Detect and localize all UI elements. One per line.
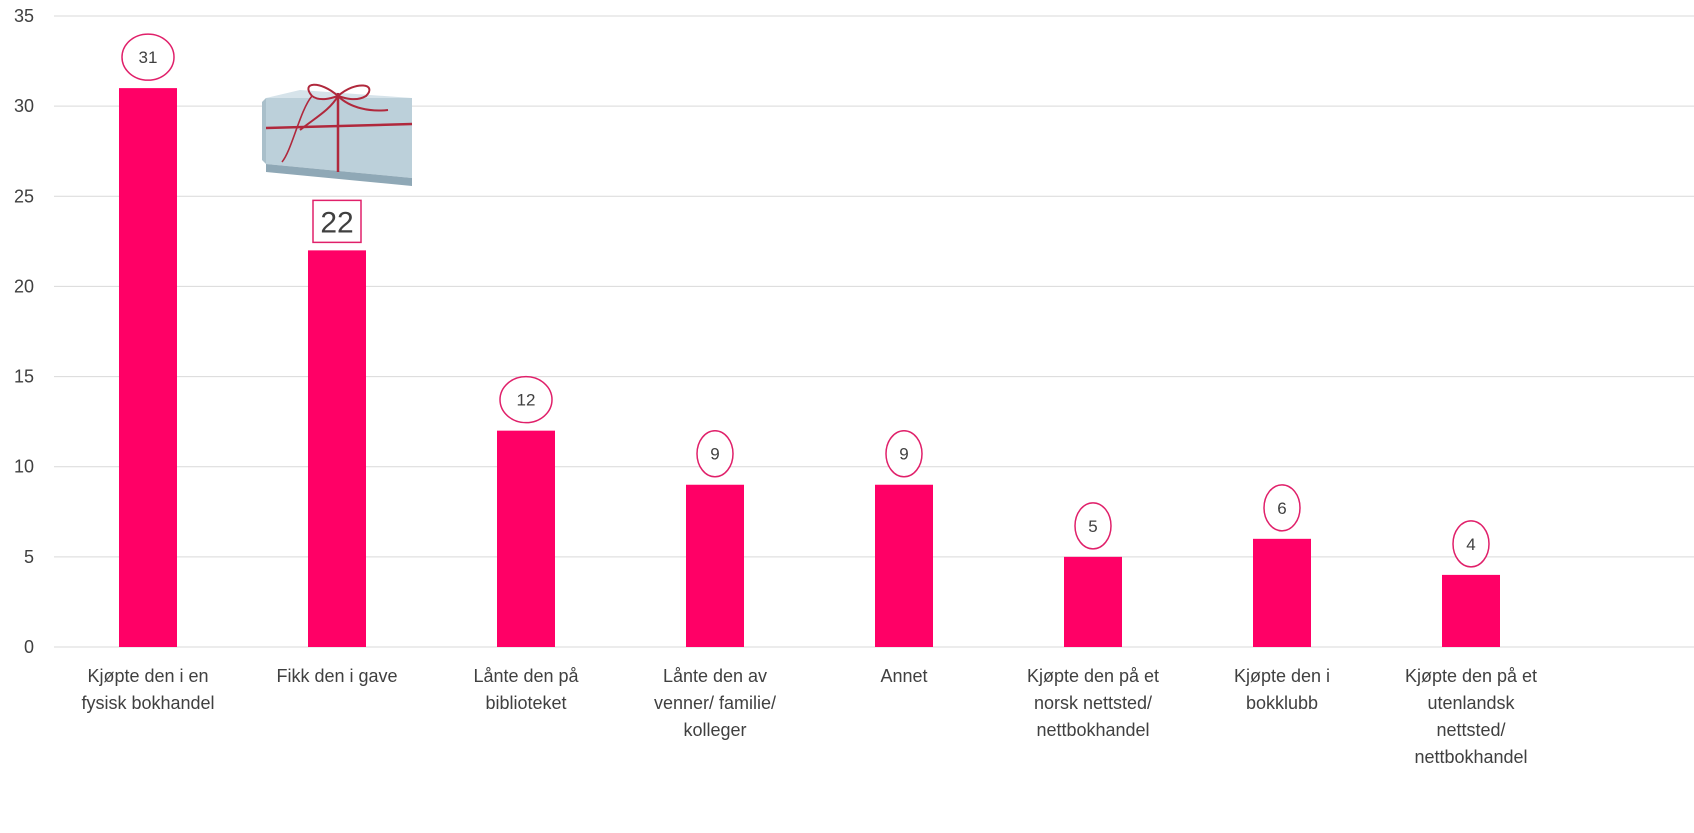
bar bbox=[1442, 574, 1500, 647]
y-tick-label: 10 bbox=[14, 457, 34, 477]
data-label-box bbox=[312, 199, 362, 244]
category-label: Lånte den av venner/ familie/kolleger bbox=[654, 666, 776, 740]
category-label-line: Kjøpte den i en bbox=[87, 666, 208, 686]
category-label-line: Annet bbox=[880, 666, 927, 686]
bar bbox=[686, 484, 744, 647]
y-tick-label: 35 bbox=[14, 6, 34, 26]
bars bbox=[119, 88, 1500, 648]
data-label: 4 bbox=[1466, 535, 1475, 554]
bar bbox=[497, 430, 555, 647]
bar bbox=[875, 484, 933, 647]
data-label: 22 bbox=[320, 206, 353, 239]
data-label-circle bbox=[121, 33, 175, 81]
y-tick-label: 30 bbox=[14, 96, 34, 116]
data-label-circle bbox=[885, 429, 923, 478]
y-tick-label: 20 bbox=[14, 276, 34, 296]
category-label-line: bokklubb bbox=[1246, 693, 1318, 713]
category-label: Lånte den på biblioteket bbox=[473, 666, 579, 713]
bar bbox=[1064, 556, 1122, 647]
category-label-line: nettbokhandel bbox=[1414, 747, 1527, 767]
gift-box-icon bbox=[262, 83, 413, 186]
data-label-circle bbox=[1263, 484, 1301, 532]
category-label-line: utenlandsk bbox=[1427, 693, 1515, 713]
category-label-line: Lånte den på bbox=[473, 666, 579, 686]
category-label-line: venner/ familie/ bbox=[654, 693, 776, 713]
category-label: Annet bbox=[880, 666, 927, 686]
data-label: 31 bbox=[139, 48, 158, 67]
y-tick-label: 25 bbox=[14, 186, 34, 206]
category-label-line: nettbokhandel bbox=[1036, 720, 1149, 740]
bar bbox=[308, 250, 366, 647]
data-label: 5 bbox=[1088, 517, 1097, 536]
data-label: 12 bbox=[517, 391, 536, 410]
category-label-line: Lånte den av bbox=[663, 666, 767, 686]
category-label-line: fysisk bokhandel bbox=[81, 693, 214, 713]
data-label-circle bbox=[1074, 502, 1112, 550]
category-label-line: Fikk den i gave bbox=[276, 666, 397, 686]
category-label: Fikk den i gave bbox=[276, 666, 397, 686]
category-label-line: Kjøpte den på et bbox=[1027, 666, 1159, 686]
category-label-line: kolleger bbox=[683, 720, 746, 740]
data-label-circle bbox=[1452, 520, 1490, 568]
category-label: Kjøpte den på et norsk nettsted/nettbokha… bbox=[1027, 666, 1159, 740]
category-label-line: Kjøpte den på et bbox=[1405, 666, 1537, 686]
data-label: 9 bbox=[899, 445, 908, 464]
data-labels: 31 22 12 9 9 5 6 4 bbox=[121, 33, 1490, 568]
x-axis-labels: Kjøpte den i en fysisk bokhandel Fikk den … bbox=[81, 666, 1537, 767]
y-tick-label: 0 bbox=[24, 637, 34, 657]
data-label: 9 bbox=[710, 445, 719, 464]
category-label-line: Kjøpte den i bbox=[1234, 666, 1330, 686]
y-tick-label: 5 bbox=[24, 547, 34, 567]
data-label: 6 bbox=[1277, 499, 1286, 518]
category-label-line: nettsted/ bbox=[1436, 720, 1505, 740]
category-label: Kjøpte den i en fysisk bokhandel bbox=[81, 666, 214, 713]
data-label-circle bbox=[696, 429, 734, 478]
category-label: Kjøpte den i bokklubb bbox=[1234, 666, 1330, 713]
bar bbox=[119, 88, 177, 648]
y-axis-ticks: 0 5 10 15 20 25 30 35 bbox=[14, 6, 34, 657]
category-label-line: norsk nettsted/ bbox=[1034, 693, 1152, 713]
category-label-line: biblioteket bbox=[485, 693, 566, 713]
y-tick-label: 15 bbox=[14, 367, 34, 387]
bar bbox=[1253, 538, 1311, 647]
category-label: Kjøpte den på et utenlandsk nettsted/nettb… bbox=[1405, 666, 1537, 767]
data-label-circle bbox=[499, 375, 553, 424]
